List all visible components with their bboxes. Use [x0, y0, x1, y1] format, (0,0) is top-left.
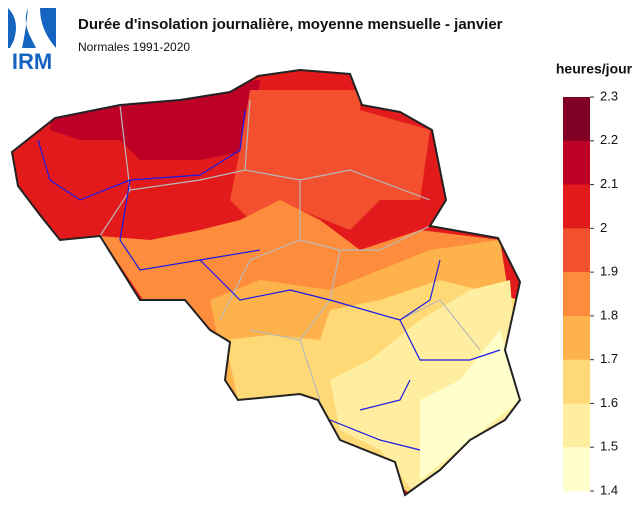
legend-swatch [563, 228, 590, 273]
legend-tick-label: 2 [600, 220, 607, 235]
zone [420, 330, 520, 480]
legend-swatch [563, 184, 590, 229]
title: Durée d'insolation journalière, moyenne … [78, 16, 503, 33]
legend-tick-label: 2.1 [600, 176, 618, 191]
legend: 2.3 2.2 2.1 2 1.9 1.8 1.7 1.6 1.5 1.4 [563, 88, 618, 497]
legend-tick-label: 1.6 [600, 395, 618, 410]
map [12, 70, 520, 495]
legend-tick-label: 2.2 [600, 132, 618, 147]
logo-text: IRM [12, 49, 52, 74]
legend-tick-label: 1.9 [600, 264, 618, 279]
legend-swatch [563, 447, 590, 492]
legend-tick-label: 1.4 [600, 482, 618, 497]
legend-swatch [563, 315, 590, 361]
legend-tick-label: 2.3 [600, 88, 618, 103]
legend-swatch [563, 403, 590, 448]
zone [330, 280, 520, 495]
legend-title: heures/jour [556, 61, 633, 77]
zone [230, 90, 430, 230]
legend-swatch [563, 97, 590, 142]
subtitle: Normales 1991-2020 [78, 40, 190, 54]
logo-mark [8, 8, 56, 48]
legend-tick-label: 1.8 [600, 307, 618, 322]
legend-swatch [563, 140, 590, 186]
legend-tick-label: 1.7 [600, 351, 618, 366]
legend-tick-label: 1.5 [600, 439, 618, 454]
logo: IRM [8, 8, 56, 74]
rivers [37, 109, 501, 451]
legend-swatch [563, 359, 590, 404]
legend-swatch [563, 272, 590, 317]
